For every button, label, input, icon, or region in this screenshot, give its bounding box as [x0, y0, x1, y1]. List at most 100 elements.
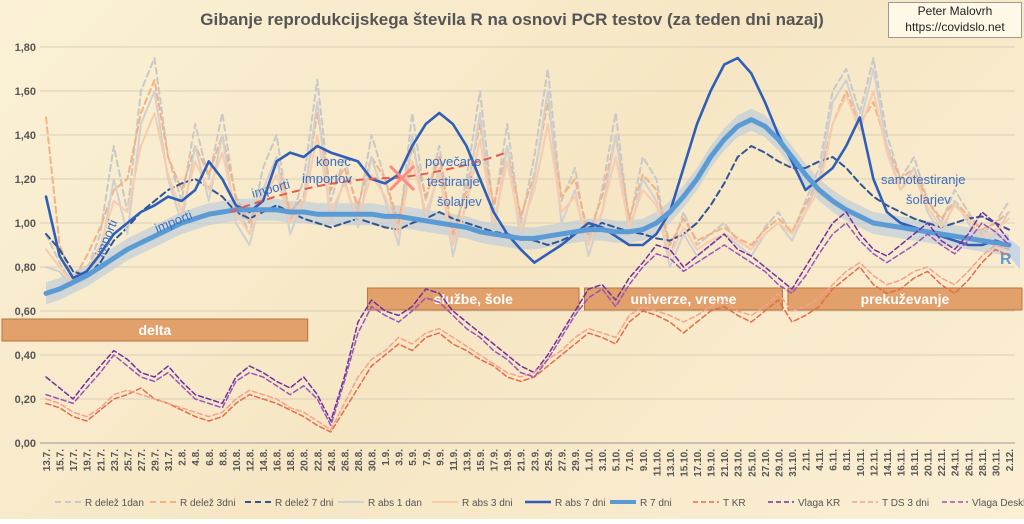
x-tick-label: 27.10. — [761, 449, 772, 477]
x-tick-label: 30.11. — [991, 449, 1002, 476]
x-tick-label: 23.9. — [530, 449, 541, 471]
y-tick-label: 1,00 — [15, 218, 36, 230]
x-tick-label: 21.7. — [96, 449, 107, 471]
period-band — [1, 318, 309, 342]
annotation-label: šolarjev — [906, 192, 951, 207]
x-tick-label: 9.10. — [639, 449, 650, 471]
x-tick-label: 13.9. — [462, 449, 473, 471]
series-lines: R — [43, 56, 1020, 433]
credit-site: https://covidslo.net — [905, 20, 1005, 34]
x-tick-label: 1.9. — [381, 449, 392, 466]
series-line — [43, 117, 1012, 296]
annotation-label: testiranje — [427, 174, 480, 189]
annotation-label: samotestiranje — [881, 172, 966, 187]
legend-label: T KR — [723, 498, 746, 509]
x-tick-label: 19.7. — [83, 449, 94, 471]
period-bands: delta službe, šole univerze, vreme prekužev… — [1, 287, 1023, 342]
series-line — [45, 90, 1010, 286]
x-tick-label: 2.8. — [178, 449, 189, 466]
x-tick-label: 10.11. — [856, 449, 867, 476]
x-tick-label: 27.9. — [557, 449, 568, 471]
annotation-label: konec — [316, 154, 351, 169]
y-tick-label: 1,40 — [15, 130, 36, 142]
x-tick-label: 20.8. — [300, 449, 311, 471]
x-tick-label: 10.8. — [232, 449, 243, 471]
legend-label: R 7 dni — [640, 498, 672, 509]
series-line — [45, 211, 1010, 422]
series-line — [44, 56, 1011, 280]
x-tick-label: 22.11. — [937, 449, 948, 476]
x-tick-label: 14.11. — [883, 449, 894, 476]
x-tick-label: 29.7. — [151, 449, 162, 471]
x-tick-label: 23.7. — [110, 449, 121, 471]
x-tick-label: 19.9. — [503, 449, 514, 471]
x-tick-label: 6.8. — [205, 449, 216, 466]
credit-author: Peter Malovrh — [917, 4, 993, 18]
x-tick-label: 26.11. — [964, 449, 975, 476]
x-tick-label: 5.9. — [408, 449, 419, 466]
period-label: prekuževanje — [861, 291, 950, 307]
legend-label: R abs 3 dni — [462, 498, 513, 509]
x-tick-label: 17.10. — [693, 449, 704, 477]
legend-label: T DS 3 dni — [882, 498, 929, 509]
x-tick-label: 6.11. — [829, 449, 840, 471]
x-tick-label: 31.10. — [788, 449, 799, 477]
x-tick-label: 17.7. — [69, 449, 80, 471]
x-tick-label: 25.10. — [747, 449, 758, 477]
cross-mark — [388, 164, 416, 192]
y-tick-label: 0,60 — [15, 306, 36, 318]
x-tick-label: 15.10. — [679, 449, 690, 477]
x-tick-label: 1.10. — [585, 449, 596, 471]
y-tick-label: 1,80 — [15, 42, 36, 54]
y-tick-label: 0,40 — [15, 350, 36, 362]
x-tick-label: 7.9. — [422, 449, 433, 466]
x-tick-label: 7.10. — [625, 449, 636, 471]
x-tick-label: 21.10. — [720, 449, 731, 477]
x-tick-label: 26.8. — [340, 449, 351, 471]
legend-label: Vlaga KR — [798, 498, 840, 509]
legend-label: R abs 7 dni — [555, 498, 606, 509]
x-tick-label: 15.9. — [476, 449, 487, 471]
y-tick-label: 1,20 — [15, 174, 36, 186]
x-tick-label: 11.10. — [652, 449, 663, 476]
x-tick-label: 23.10. — [734, 449, 745, 477]
period-label: univerze, vreme — [631, 291, 737, 307]
y-tick-label: 0,20 — [15, 394, 36, 406]
y-tick-label: 0,80 — [15, 262, 36, 274]
annotation-label: šolarjev — [437, 194, 482, 209]
x-tick-label: 20.11. — [924, 449, 935, 476]
y-tick-label: 1,60 — [15, 86, 36, 98]
legend-label: Vlaga Deskle — [972, 498, 1024, 509]
series-line — [45, 79, 1010, 282]
x-tick-label: 17.9. — [490, 449, 501, 471]
x-tick-label: 3.9. — [395, 449, 406, 466]
legend-label: R delež 3dni — [180, 498, 236, 509]
period-band — [787, 287, 1023, 311]
x-tick-label: 14.8. — [259, 449, 270, 471]
x-tick-label: 31.7. — [164, 449, 175, 471]
x-tick-label: 16.8. — [273, 449, 284, 471]
x-tick-label: 30.8. — [368, 449, 379, 471]
series-line — [45, 248, 1010, 433]
annotation-label: povečano — [425, 154, 481, 169]
legend-label: R delež 1dan — [85, 498, 144, 509]
x-tick-label: 18.8. — [286, 449, 297, 471]
annotation-label: importov — [302, 171, 352, 186]
x-tick-label: 15.7. — [56, 449, 67, 471]
x-tick-label: 12.11. — [869, 449, 880, 476]
x-tick-label: 8.8. — [218, 449, 229, 466]
y-tick-label: 0,00 — [15, 438, 36, 450]
x-tick-label: 25.7. — [123, 449, 134, 471]
series-line — [45, 222, 1010, 427]
x-tick-label: 4.8. — [191, 449, 202, 466]
x-tick-label: 29.9. — [571, 449, 582, 471]
x-tick-label: 13.7. — [42, 449, 53, 471]
x-tick-label: 29.10. — [774, 449, 785, 477]
x-tick-label: 13.10. — [666, 449, 677, 477]
x-axis: 13.7. 15.7. 17.7. 19.7. 21.7. 23.7. 25.7. 27.7.… — [40, 442, 1016, 477]
legend-label: R delež 7 dni — [275, 498, 333, 509]
chart-title: Gibanje reprodukcijskega števila R na os… — [200, 10, 824, 29]
x-tick-label: 18.11. — [910, 449, 921, 476]
y-axis: 0,00 0,20 0,40 0,60 0,80 1,00 1,20 1,40 1,60 1,80 — [15, 42, 36, 450]
